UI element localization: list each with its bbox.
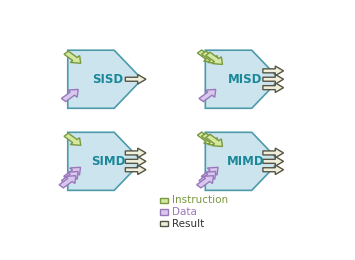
Bar <box>160 209 168 215</box>
FancyArrow shape <box>263 66 284 76</box>
Text: MISD: MISD <box>228 73 263 86</box>
FancyArrow shape <box>125 148 146 158</box>
Polygon shape <box>205 50 280 108</box>
FancyArrow shape <box>64 133 81 145</box>
Polygon shape <box>68 132 142 190</box>
FancyArrow shape <box>263 165 284 174</box>
FancyArrow shape <box>125 157 146 166</box>
FancyArrow shape <box>202 133 218 145</box>
Polygon shape <box>205 132 280 190</box>
FancyArrow shape <box>197 132 214 144</box>
FancyArrow shape <box>202 51 218 63</box>
Text: Instruction: Instruction <box>172 195 228 205</box>
FancyArrow shape <box>263 74 284 84</box>
FancyArrow shape <box>206 52 223 64</box>
FancyArrow shape <box>197 176 213 188</box>
FancyArrow shape <box>197 50 214 62</box>
FancyArrow shape <box>64 51 81 63</box>
FancyArrow shape <box>61 172 78 184</box>
Text: MIMD: MIMD <box>226 155 264 168</box>
FancyArrow shape <box>263 157 284 166</box>
FancyArrow shape <box>61 89 78 102</box>
Text: Data: Data <box>172 207 197 217</box>
Text: SISD: SISD <box>92 73 124 86</box>
Text: Result: Result <box>172 219 204 229</box>
FancyArrow shape <box>64 167 81 179</box>
FancyArrow shape <box>125 74 146 84</box>
FancyArrow shape <box>59 176 76 188</box>
Text: SIMD: SIMD <box>91 155 125 168</box>
FancyArrow shape <box>199 89 216 102</box>
FancyArrow shape <box>263 148 284 158</box>
FancyArrow shape <box>263 83 284 93</box>
Bar <box>160 221 168 226</box>
Polygon shape <box>68 50 142 108</box>
Bar <box>160 198 168 203</box>
FancyArrow shape <box>201 167 218 179</box>
FancyArrow shape <box>199 172 216 184</box>
FancyArrow shape <box>125 165 146 174</box>
FancyArrow shape <box>206 134 223 146</box>
